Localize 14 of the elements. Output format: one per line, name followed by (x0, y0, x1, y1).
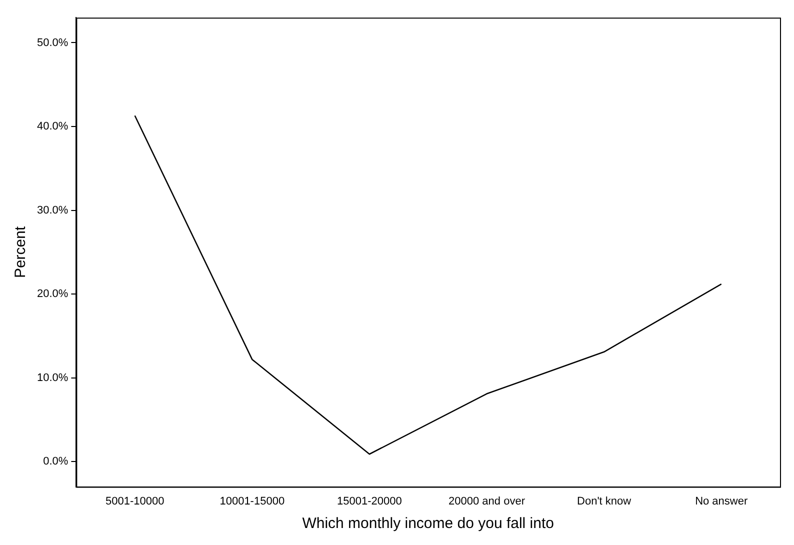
y-tick-label: 0.0% (43, 456, 68, 468)
x-axis-title: Which monthly income do you fall into (302, 515, 554, 532)
y-tick-label: 20.0% (36, 288, 68, 300)
x-tick-label: No answer (695, 495, 748, 508)
x-tick-label: 10001-15000 (220, 495, 285, 508)
x-tick-label: Don't know (577, 495, 632, 508)
y-tick-label: 30.0% (36, 204, 68, 216)
x-tick-label: 5001-10000 (105, 495, 164, 508)
y-tick-label: 10.0% (36, 372, 68, 384)
y-tick-label: 50.0% (36, 36, 68, 49)
y-tick-label: 40.0% (36, 120, 68, 133)
x-tick-label: 15001-20000 (337, 495, 402, 508)
y-axis-title: Percent (12, 226, 30, 278)
x-tick-label: 20000 and over (448, 495, 526, 508)
